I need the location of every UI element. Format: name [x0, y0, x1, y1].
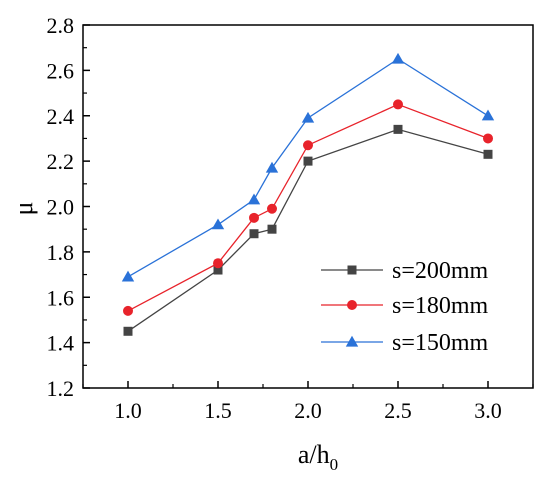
y-tick-label: 2.0 [47, 195, 75, 220]
data-point-s=180mm [213, 258, 223, 269]
x-tick-label: 1.0 [114, 398, 142, 423]
x-tick-label: 1.5 [204, 398, 232, 423]
legend-marker [347, 300, 357, 310]
data-point-s=180mm [123, 305, 133, 316]
legend-label: s=150mm [392, 330, 489, 356]
series-line-s=150mm [127, 58, 489, 278]
legend-label: s=180mm [392, 293, 489, 319]
y-tick-label: 1.6 [47, 285, 75, 310]
data-point-s=150mm [265, 161, 279, 173]
x-axis-title-main: a/h [298, 440, 330, 469]
data-point-s=200mm [249, 229, 259, 239]
data-point-s=150mm [301, 111, 315, 123]
y-tick-label: 2.4 [47, 104, 75, 129]
x-axis-title-subscript: 0 [330, 455, 339, 474]
x-tick-label: 2.5 [384, 398, 412, 423]
x-tick-label: 2.0 [294, 398, 322, 423]
y-tick-label: 2.6 [47, 58, 75, 83]
data-point-s=150mm [391, 52, 405, 64]
x-tick-label: 3.0 [474, 398, 502, 423]
data-point-s=150mm [121, 270, 135, 282]
data-point-s=150mm [211, 218, 225, 230]
data-point-s=200mm [303, 156, 313, 166]
y-axis-title: μ [9, 202, 38, 216]
y-tick-label: 2.8 [47, 13, 75, 38]
legend-marker [347, 265, 357, 275]
data-point-s=180mm [393, 99, 403, 110]
y-tick-label: 1.2 [47, 376, 75, 401]
data-point-s=180mm [483, 133, 493, 144]
data-point-s=200mm [213, 265, 223, 275]
y-tick-label: 1.8 [47, 240, 75, 265]
legend-marker [345, 335, 359, 347]
data-point-s=150mm [481, 109, 495, 121]
y-tick-label: 1.4 [47, 331, 75, 356]
x-axis-title: a/h0 [298, 440, 338, 474]
data-point-s=180mm [267, 203, 277, 214]
y-tick-label: 2.2 [47, 149, 75, 174]
data-point-s=200mm [267, 224, 277, 234]
data-point-s=150mm [247, 193, 261, 205]
data-point-s=180mm [249, 212, 259, 223]
data-point-s=200mm [393, 124, 403, 134]
data-point-s=200mm [483, 149, 493, 159]
data-point-s=180mm [303, 140, 313, 151]
legend-label: s=200mm [392, 258, 489, 284]
data-point-s=200mm [123, 326, 133, 336]
